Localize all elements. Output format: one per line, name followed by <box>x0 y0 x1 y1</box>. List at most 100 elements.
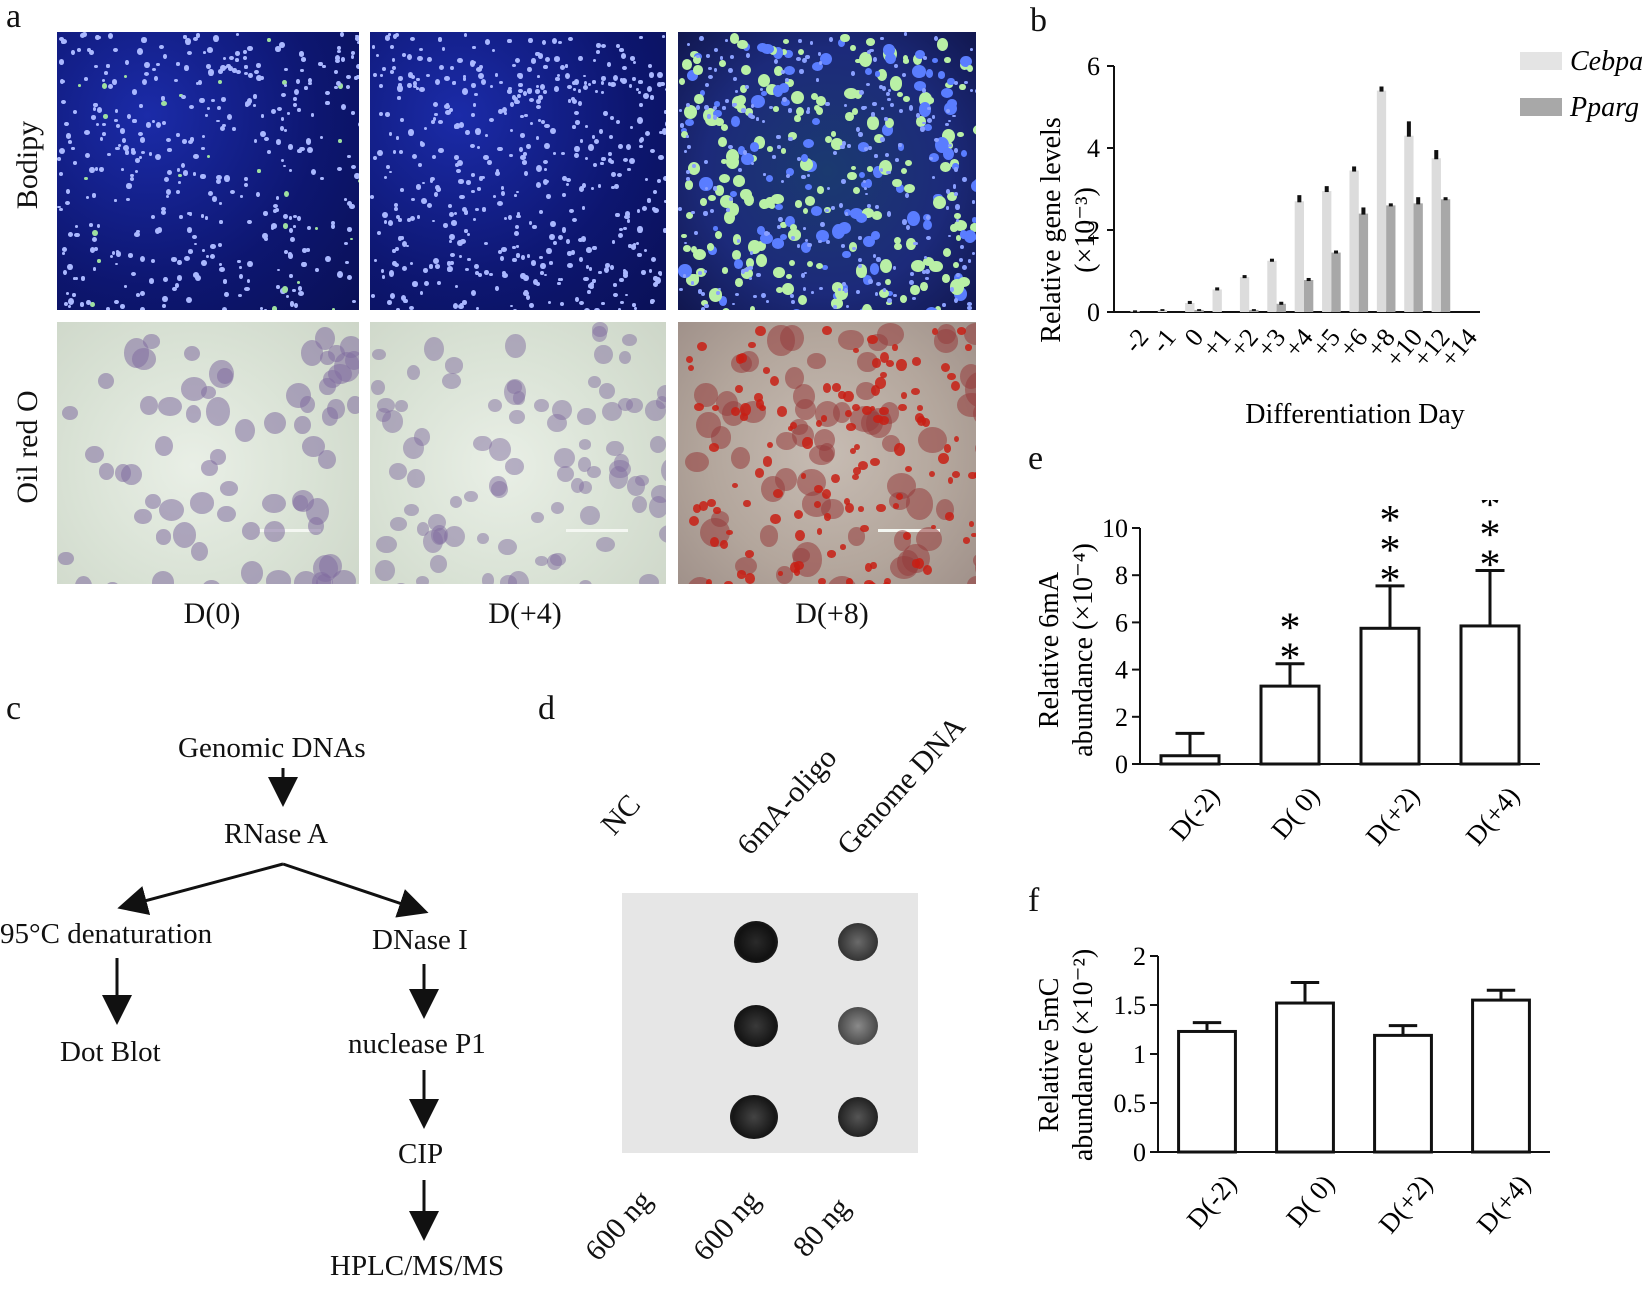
cell-texture <box>882 581 890 584</box>
cell-texture <box>922 219 932 231</box>
cell-texture <box>375 560 395 581</box>
cell-texture <box>770 513 781 524</box>
cell-texture <box>734 292 740 297</box>
cell-texture <box>271 306 278 310</box>
cell-texture <box>935 306 942 310</box>
cell-texture <box>922 121 926 125</box>
cell-texture <box>350 111 356 116</box>
cell-texture <box>562 192 567 198</box>
cell-texture <box>722 308 730 310</box>
cell-texture <box>134 508 153 525</box>
cell-texture <box>552 38 558 45</box>
cell-texture <box>874 292 878 296</box>
cell-texture <box>424 336 445 361</box>
cell-texture <box>584 308 590 310</box>
cell-texture <box>594 89 598 94</box>
cell-texture <box>622 66 627 71</box>
cell-texture <box>347 396 359 414</box>
cell-texture <box>973 401 976 426</box>
cell-texture <box>358 121 359 127</box>
cell-texture <box>649 95 655 100</box>
cell-texture <box>293 303 299 309</box>
cell-texture <box>587 284 591 288</box>
cell-texture <box>162 295 168 302</box>
cell-texture <box>638 102 643 108</box>
cell-texture <box>884 578 891 584</box>
cell-texture <box>933 195 947 210</box>
cell-texture <box>775 565 794 584</box>
cell-texture <box>462 88 469 95</box>
cell-texture <box>963 80 968 85</box>
cell-texture <box>463 74 467 79</box>
row-label-bodipy: Bodipy <box>11 120 44 210</box>
cell-texture <box>126 114 131 119</box>
cell-texture <box>535 98 541 104</box>
cell-texture <box>945 189 950 194</box>
cell-texture <box>226 114 232 121</box>
cell-texture <box>685 452 709 473</box>
flow-arrows <box>102 768 439 1241</box>
cell-texture <box>446 265 453 273</box>
cell-texture <box>232 126 237 132</box>
cell-texture <box>407 82 412 89</box>
cell-texture <box>769 203 776 209</box>
cell-texture <box>879 168 883 173</box>
cell-texture <box>891 344 898 351</box>
cell-texture <box>292 224 297 228</box>
cell-texture <box>130 271 136 276</box>
cell-texture <box>954 297 959 303</box>
cell-texture <box>647 64 652 69</box>
cell-texture <box>59 207 63 212</box>
cell-texture <box>925 268 930 275</box>
cell-texture <box>971 217 976 223</box>
cell-texture <box>838 329 864 351</box>
chart-b-errorbar <box>1416 197 1421 205</box>
cell-texture <box>88 223 93 227</box>
cell-texture <box>260 114 265 119</box>
cell-texture <box>474 207 479 211</box>
chart-e-xtick-label: D( 0) <box>1265 781 1325 845</box>
cell-texture <box>784 215 795 228</box>
cell-texture <box>101 78 106 82</box>
cell-texture <box>744 573 756 584</box>
cell-texture <box>246 219 252 225</box>
cell-texture <box>790 91 804 105</box>
cell-texture <box>772 106 780 112</box>
cell-texture <box>514 231 519 237</box>
cell-texture <box>861 207 874 219</box>
cell-texture <box>607 82 612 86</box>
cell-texture <box>605 263 611 268</box>
cell-texture <box>407 53 412 60</box>
cell-texture <box>776 224 781 230</box>
cell-texture <box>446 261 452 266</box>
cell-texture <box>948 234 952 238</box>
cell-texture <box>806 107 810 112</box>
cell-texture <box>846 304 850 308</box>
cell-texture <box>526 143 532 150</box>
cell-texture <box>564 72 570 79</box>
cell-texture <box>802 227 806 230</box>
cell-texture <box>549 233 555 241</box>
chart-b-errorbar <box>1297 195 1302 203</box>
cell-texture <box>186 226 192 233</box>
cell-texture <box>947 143 952 148</box>
cell-texture <box>85 195 90 200</box>
cell-texture <box>795 398 817 421</box>
cell-texture <box>592 279 596 283</box>
cell-texture <box>632 61 636 65</box>
cell-texture <box>528 221 533 225</box>
cell-texture <box>145 493 162 509</box>
chart-b-errorbar <box>1279 301 1284 305</box>
cell-texture <box>356 63 359 70</box>
cell-texture <box>824 513 831 521</box>
cell-texture <box>871 211 882 220</box>
cell-texture <box>694 93 704 104</box>
cell-texture <box>831 223 845 240</box>
cell-texture <box>650 298 656 304</box>
cell-texture <box>500 247 507 253</box>
cell-texture <box>653 207 659 213</box>
cell-texture <box>393 202 399 207</box>
cell-texture <box>549 261 553 265</box>
cell-texture <box>957 132 964 138</box>
cell-texture <box>325 90 331 96</box>
